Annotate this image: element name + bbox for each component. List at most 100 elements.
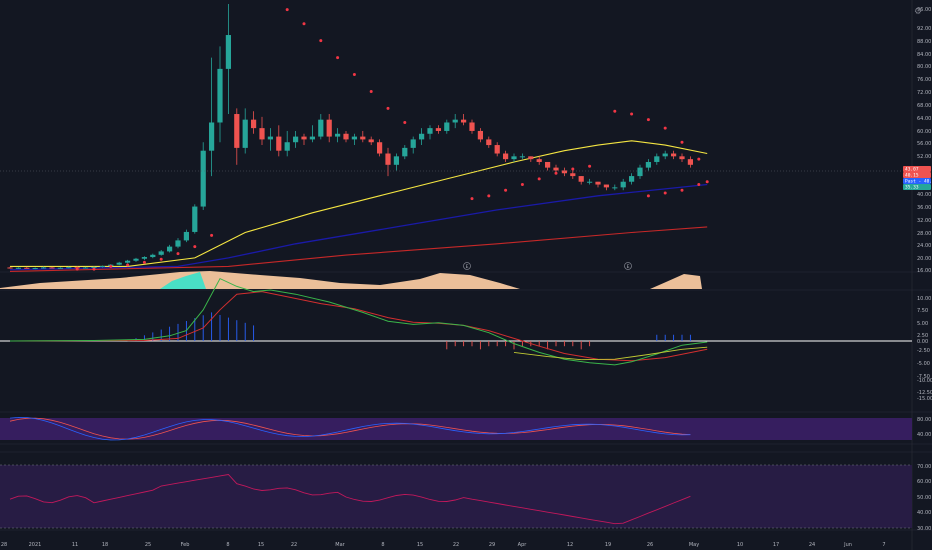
price-tick-label: 40.00 (917, 192, 931, 198)
time-tick-label: Apr (518, 542, 528, 548)
price-tick-label: 20.00 (917, 256, 931, 262)
settings-gear-icon[interactable]: ⚙ (914, 7, 922, 17)
sar-dot (697, 183, 701, 187)
sar-dot (403, 120, 407, 124)
price-tick-label: 32.00 (917, 218, 931, 224)
candle-body (125, 260, 131, 263)
time-tick-label: 24 (809, 542, 815, 548)
svg-text:E: E (466, 264, 469, 270)
candle-body (57, 267, 63, 269)
candle-body (519, 156, 525, 158)
volume-area-left (0, 271, 520, 289)
stoch-d-line (9, 417, 691, 440)
sar-dot (352, 73, 356, 77)
macd-tick-label: -5.00 (917, 361, 930, 367)
candle-body (318, 119, 324, 137)
candle-body (410, 139, 416, 148)
macd-pane[interactable] (0, 277, 912, 366)
sar-dot (663, 191, 667, 195)
time-tick-label: 7 (882, 542, 885, 548)
sar-dot (92, 267, 96, 271)
price-tag-label: Past - 40.15 (905, 179, 932, 185)
parabolic-sar (75, 8, 709, 271)
macd-tick-label: 10.00 (917, 296, 931, 302)
sar-dot (520, 183, 524, 187)
candle-body (469, 122, 475, 131)
sar-dot (697, 157, 701, 161)
time-tick-label: May (689, 542, 699, 548)
sar-dot (193, 245, 197, 249)
rsi-tick-label: 50.00 (917, 495, 931, 501)
moving-averages (9, 140, 708, 272)
candle-body (595, 181, 601, 185)
macd-tick-label: 5.00 (917, 321, 928, 327)
sar-dot (613, 109, 617, 113)
candle-body (267, 136, 273, 140)
sar-dot (646, 118, 650, 122)
price-tick-label: 24.00 (917, 243, 931, 249)
candle-body (234, 114, 240, 148)
candle-body (679, 156, 685, 160)
price-tag-bg (903, 178, 931, 184)
sar-dot (646, 194, 650, 198)
candle-body (15, 267, 21, 269)
time-tick-label: Feb (181, 542, 190, 548)
rsi-axis[interactable]: 70.00 60.00 50.00 40.00 30.00 (917, 464, 931, 532)
candle-body (242, 119, 248, 148)
macd-tick-label: -12.50 (917, 390, 932, 396)
macd-tick-label: -10.00 (917, 378, 932, 384)
price-tick-label: 28.00 (917, 231, 931, 237)
candle-body (41, 267, 47, 269)
svg-text:E: E (627, 264, 630, 270)
event-marker[interactable]: E (463, 262, 471, 271)
candle-body (99, 266, 105, 268)
stoch-k-line (9, 416, 691, 441)
candle-body (578, 176, 584, 182)
stochastic-pane[interactable] (0, 416, 912, 441)
candle-body (360, 136, 366, 140)
price-tag-bg (903, 184, 931, 190)
candle-body (32, 268, 38, 270)
price-tag-label: 35.33 (905, 185, 919, 191)
time-tick-label: 15 (417, 542, 423, 548)
price-tick-label: 68.00 (917, 103, 931, 109)
price-tag-label: 40.15 (905, 173, 919, 179)
time-tick-label: Mar (335, 542, 345, 548)
sar-dot (336, 56, 340, 60)
sar-dot (504, 188, 508, 192)
rsi-pane[interactable] (0, 464, 912, 529)
rsi-tick-label: 70.00 (917, 464, 931, 470)
ma-mid-line (9, 183, 708, 271)
price-tick-label: 96.00 (917, 7, 931, 13)
candle-body (343, 133, 349, 140)
candle-body (536, 159, 542, 162)
candle-body (637, 167, 643, 177)
candle-body (301, 136, 307, 140)
macd-tick-label: -2.50 (917, 348, 930, 354)
price-tick-label: 80.00 (917, 64, 931, 70)
price-tag-bg (903, 172, 931, 178)
candle-body (326, 119, 332, 137)
stochastic-axis[interactable]: 80.00 40.00 (917, 417, 931, 438)
candle-body (385, 153, 391, 165)
price-tick-label: 64.00 (917, 116, 931, 122)
price-tick-label: 76.00 (917, 77, 931, 83)
candle-body (200, 150, 206, 207)
price-tick-label: 56.00 (917, 141, 931, 147)
candle-body (561, 170, 567, 174)
time-tick-label: 22 (291, 542, 297, 548)
price-pane[interactable] (0, 4, 912, 289)
candle-body (91, 266, 97, 268)
macd-axis[interactable]: 10.00 7.50 5.00 2.500.00 -2.50 -5.00 -7.50-10.… (917, 296, 932, 402)
event-marker[interactable]: E (624, 262, 632, 271)
candle-body (419, 133, 425, 140)
candle-body (393, 156, 399, 165)
candle-body (671, 153, 677, 157)
candle-body (486, 139, 492, 146)
rsi-tick-label: 60.00 (917, 479, 931, 485)
candle-body (603, 184, 609, 188)
candle-body (133, 258, 139, 261)
time-axis[interactable]: 28 2021 11 18 25 Feb 8 15 22 Mar 8 15 22 29 Apr 12 19 26 M… (1, 542, 886, 548)
